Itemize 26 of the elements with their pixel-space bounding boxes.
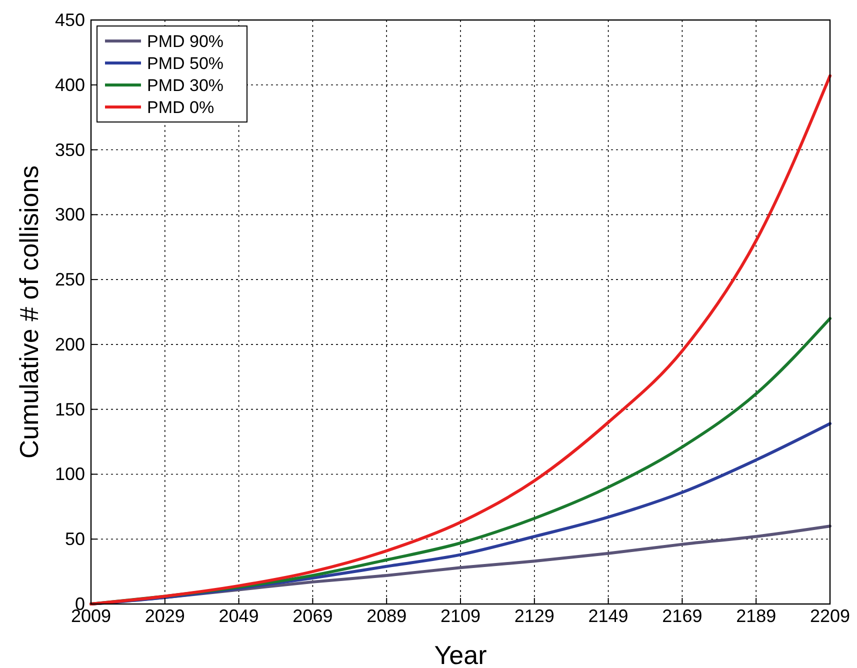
y-tick-label: 400 [54,74,85,95]
x-tick-label: 2169 [662,606,702,626]
y-tick-label: 50 [64,529,85,550]
line-series [90,74,832,606]
x-tick-label: 2129 [514,606,554,626]
x-tick-label: 2149 [588,606,628,626]
y-tick-label: 100 [54,464,85,484]
y-axis-title: Cumulative # of collisions [14,165,44,459]
legend-label: PMD 0% [147,98,214,117]
x-tick-label: 2049 [218,606,259,626]
x-tick-label: 2189 [736,606,776,626]
x-tick-label: 2029 [144,606,185,626]
y-tick-label: 300 [54,204,85,225]
y-tick-label: 350 [54,140,85,160]
x-tick-label: 2069 [292,606,333,626]
legend-label: PMD 30% [147,76,224,95]
y-tick-label: 200 [54,334,85,354]
x-tick-label: 2209 [810,606,850,626]
x-tick-label: 2089 [366,606,407,626]
x-tick-label: 2109 [440,606,481,626]
legend-label: PMD 90% [147,32,224,51]
x-axis-title: Year [434,640,488,668]
y-tick-label: 250 [54,270,85,290]
legend-label: PMD 50% [147,54,224,73]
y-tick-label: 450 [54,10,85,30]
y-tick-label: 150 [54,399,85,420]
